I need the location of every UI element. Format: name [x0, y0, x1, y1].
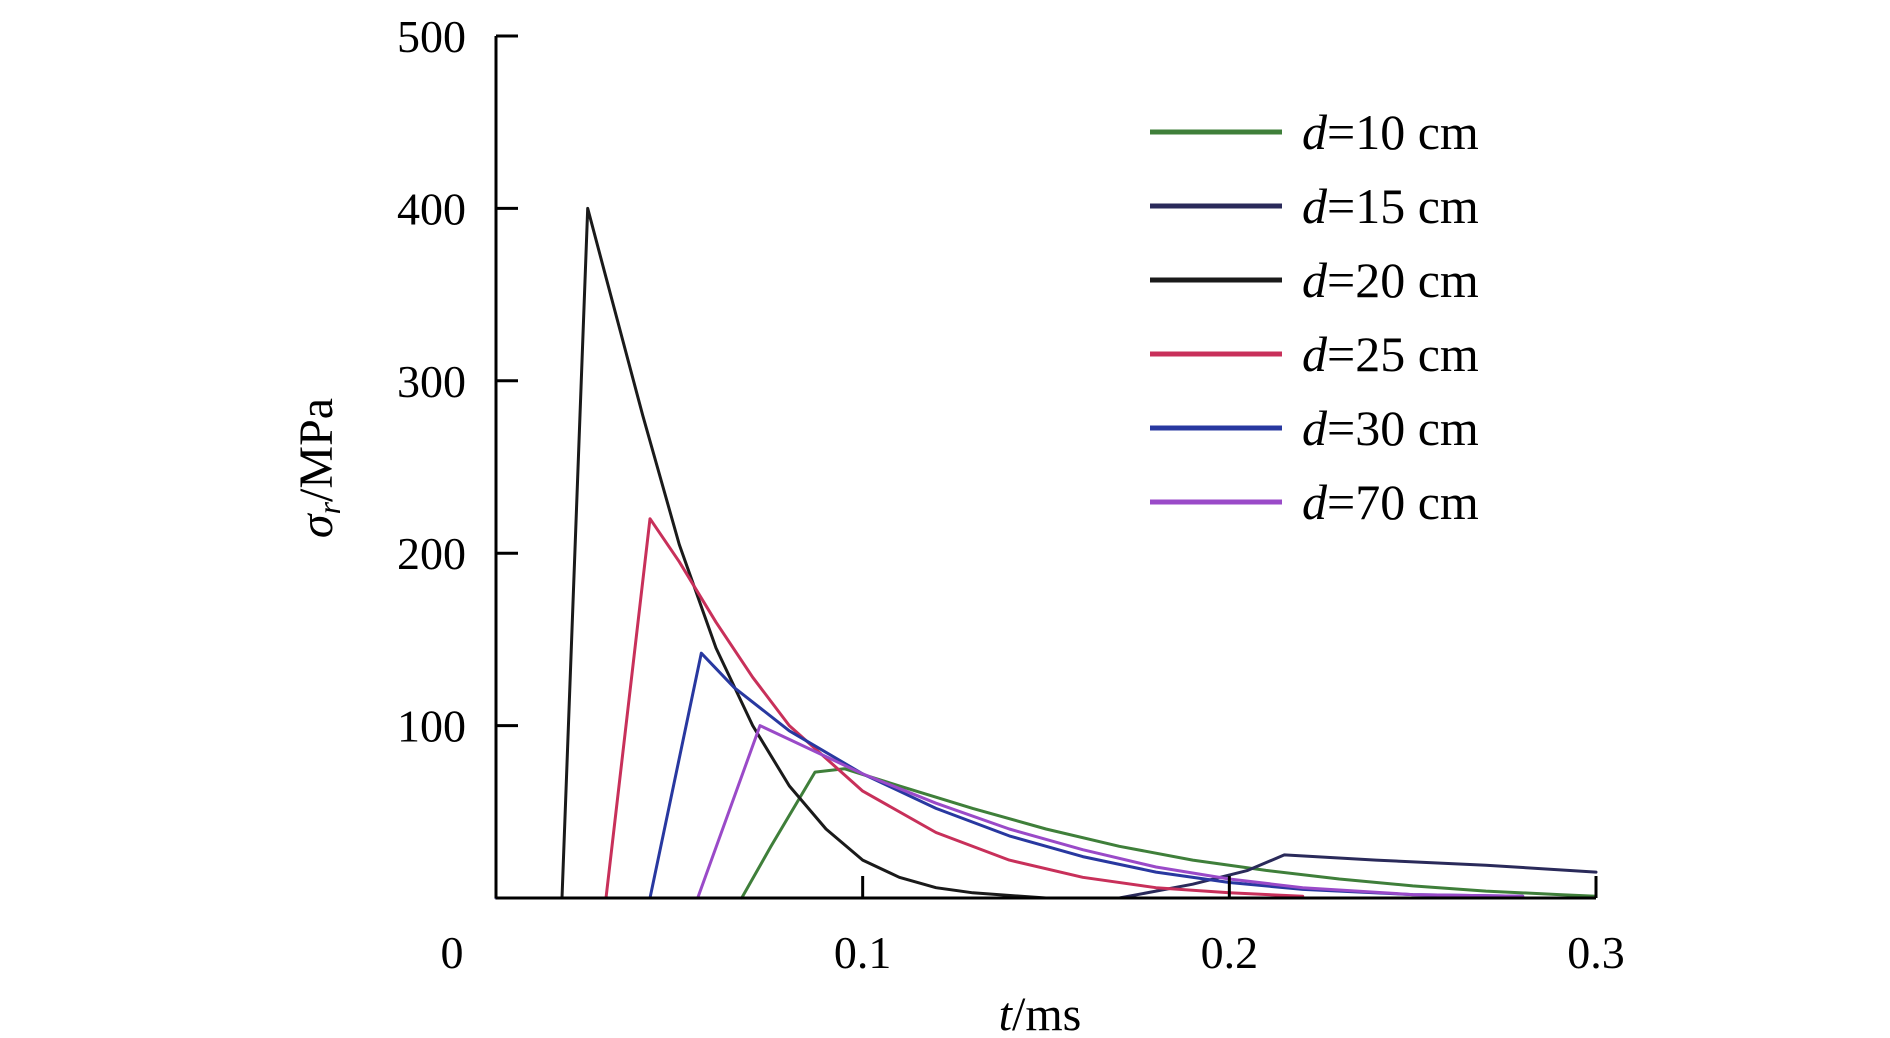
y-tick-label: 300	[397, 356, 466, 407]
y-axis-label: σr/MPa	[290, 398, 347, 538]
x-axis-label: t/ms	[999, 988, 1082, 1038]
y-tick-label: 500	[397, 11, 466, 62]
series-line-5	[648, 651, 1525, 900]
series-line-3	[560, 206, 1048, 900]
x-tick-label: 0.2	[1201, 927, 1259, 978]
y-tick-label: 200	[397, 528, 466, 579]
legend-label-var: d	[1302, 474, 1328, 530]
x-tick-label: 0.3	[1567, 927, 1625, 978]
legend-label-value: =70 cm	[1327, 474, 1479, 530]
legend-label-value: =30 cm	[1327, 400, 1479, 456]
series-line-2	[494, 853, 1598, 900]
legend-label-var: d	[1302, 326, 1328, 382]
y-axis-label-sub: r	[311, 501, 347, 514]
series-line-6	[696, 724, 1525, 900]
legend-label: d=25 cm	[1302, 326, 1479, 382]
legend-label: d=20 cm	[1302, 252, 1479, 308]
y-tick-label: 100	[397, 701, 466, 752]
x-tick-label: 0	[441, 927, 464, 978]
legend: d=10 cmd=15 cmd=20 cmd=25 cmd=30 cmd=70 …	[1150, 104, 1479, 530]
series-line-4	[604, 517, 1305, 900]
legend-label-value: =20 cm	[1327, 252, 1479, 308]
legend-label: d=30 cm	[1302, 400, 1479, 456]
y-ticks: 100 200 300 400 500	[397, 11, 518, 752]
series-layer	[494, 206, 1598, 900]
legend-label-var: d	[1302, 400, 1328, 456]
y-axis-label-var: σ	[290, 512, 343, 538]
legend-label: d=70 cm	[1302, 474, 1479, 530]
legend-label-var: d	[1302, 104, 1328, 160]
series-line-1	[740, 767, 1598, 900]
legend-label: d=15 cm	[1302, 178, 1479, 234]
x-axis-label-unit: /ms	[1012, 988, 1081, 1038]
legend-label: d=10 cm	[1302, 104, 1479, 160]
x-axis-label-var: t	[999, 988, 1014, 1038]
legend-label-var: d	[1302, 178, 1328, 234]
legend-label-value: =10 cm	[1327, 104, 1479, 160]
legend-label-var: d	[1302, 252, 1328, 308]
x-tick-label: 0.1	[834, 927, 892, 978]
y-axis-label-unit: /MPa	[290, 398, 343, 502]
legend-label-value: =25 cm	[1327, 326, 1479, 382]
legend-label-value: =15 cm	[1327, 178, 1479, 234]
y-tick-label: 400	[397, 183, 466, 234]
x-ticks: 0 0.1 0.2 0.3	[441, 876, 1625, 978]
